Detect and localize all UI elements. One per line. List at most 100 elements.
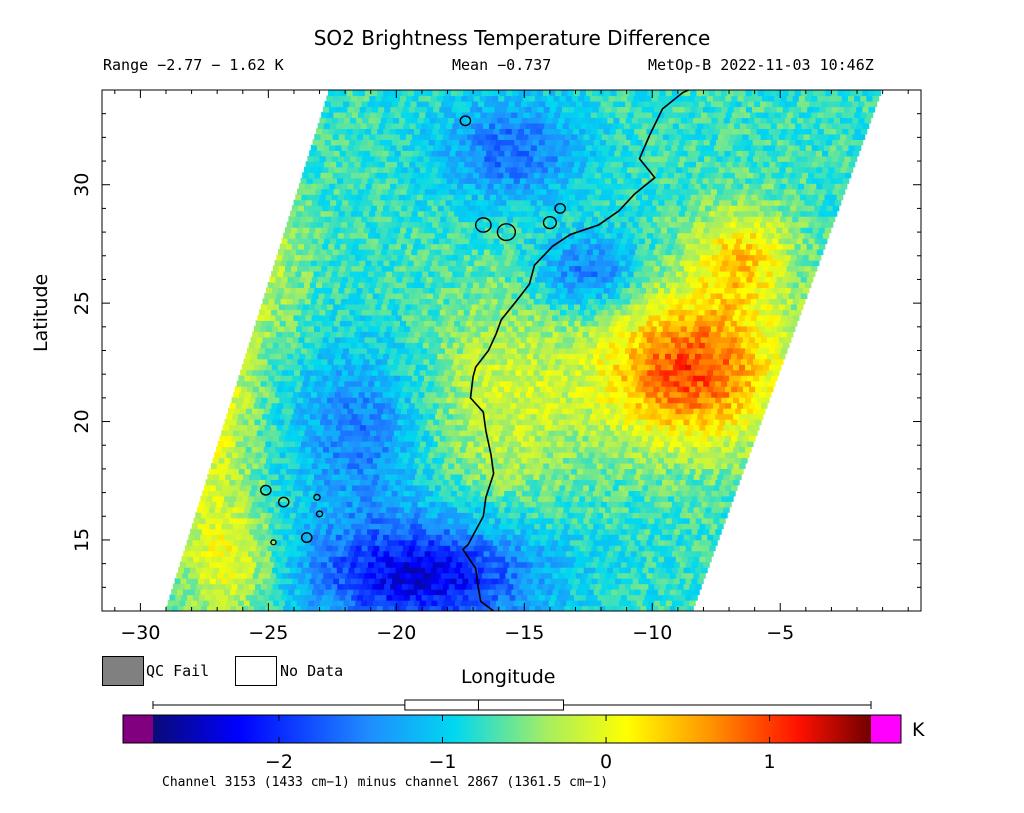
- heatmap-cell: [427, 364, 435, 371]
- heatmap-cell: [472, 495, 480, 502]
- heatmap-cell: [259, 495, 267, 502]
- heatmap-cell: [304, 391, 312, 398]
- heatmap-cell: [222, 539, 229, 546]
- heatmap-cell: [312, 424, 319, 431]
- heatmap-cell: [286, 484, 294, 491]
- heatmap-cell: [217, 572, 224, 579]
- heatmap-cell: [367, 347, 374, 354]
- heatmap-cell: [693, 490, 701, 497]
- heatmap-cell: [215, 578, 223, 585]
- heatmap-cell: [271, 325, 279, 332]
- heatmap-cell: [273, 490, 280, 497]
- heatmap-cell: [377, 550, 385, 557]
- heatmap-cell: [368, 435, 375, 442]
- heatmap-cell: [452, 397, 460, 404]
- heatmap-cell: [208, 490, 215, 497]
- heatmap-cell: [728, 358, 736, 365]
- heatmap-cell: [222, 501, 229, 508]
- heatmap-cell: [283, 364, 291, 371]
- heatmap-cell: [630, 501, 638, 508]
- heatmap-cell: [300, 440, 308, 448]
- heatmap-cell: [615, 408, 623, 415]
- heatmap-cell: [349, 457, 356, 464]
- heatmap-cell: [356, 397, 364, 404]
- heatmap-cell: [612, 534, 620, 541]
- heatmap-cell: [721, 512, 728, 519]
- heatmap-cell: [500, 397, 507, 404]
- heatmap-cell: [341, 408, 348, 415]
- heatmap-cell: [520, 408, 527, 415]
- heatmap-cell: [659, 353, 666, 360]
- heatmap-cell: [561, 391, 569, 398]
- heatmap-cell: [630, 468, 637, 475]
- heatmap-cell: [322, 336, 330, 343]
- heatmap-cell: [573, 375, 581, 382]
- heatmap-cell: [202, 545, 210, 552]
- heatmap-cell: [555, 479, 562, 486]
- heatmap-cell: [733, 364, 740, 371]
- heatmap-cell: [511, 380, 519, 387]
- heatmap-cell: [451, 364, 459, 371]
- heatmap-cell: [632, 479, 639, 486]
- heatmap-cell: [707, 402, 714, 409]
- heatmap-cell: [390, 402, 398, 409]
- heatmap-cell: [530, 534, 537, 541]
- heatmap-cell: [374, 342, 382, 349]
- heatmap-cell: [233, 539, 241, 546]
- heatmap-cell: [587, 353, 594, 360]
- heatmap-cell: [360, 567, 367, 574]
- heatmap-cell: [353, 408, 360, 415]
- heatmap-cell: [347, 353, 354, 360]
- heatmap-cell: [278, 303, 286, 310]
- heatmap-cell: [548, 325, 556, 332]
- heatmap-cell: [302, 435, 310, 442]
- heatmap-cell: [449, 528, 457, 535]
- heatmap-cell: [752, 342, 760, 349]
- heatmap-cell: [768, 347, 776, 354]
- heatmap-cell: [372, 440, 379, 448]
- heatmap-cell: [465, 446, 473, 453]
- heatmap-cell: [560, 309, 567, 316]
- heatmap-cell: [587, 386, 595, 393]
- heatmap-cell: [288, 589, 295, 596]
- heatmap-cell: [681, 556, 689, 563]
- heatmap-cell: [455, 369, 463, 376]
- heatmap-cell: [413, 440, 421, 448]
- heatmap-cell: [686, 325, 694, 332]
- heatmap-cell: [392, 325, 399, 332]
- heatmap-cell: [416, 397, 424, 404]
- heatmap-cell: [379, 561, 387, 568]
- heatmap-cell: [600, 435, 607, 442]
- heatmap-cell: [623, 419, 631, 426]
- heatmap-cell: [506, 342, 514, 349]
- range-text: Range −2.77 − 1.62 K: [103, 56, 284, 74]
- heatmap-cell: [633, 408, 641, 415]
- heatmap-cell: [626, 446, 633, 453]
- heatmap-cell: [642, 534, 649, 541]
- heatmap-cell: [256, 413, 263, 420]
- heatmap-cell: [470, 468, 477, 475]
- heatmap-cell: [387, 468, 394, 475]
- heatmap-cell: [388, 375, 395, 382]
- heatmap-cell: [628, 523, 636, 530]
- heatmap-cell: [602, 479, 610, 486]
- heatmap-cell: [246, 424, 254, 431]
- heatmap-cell: [630, 567, 638, 574]
- heatmap-cell: [609, 375, 616, 382]
- heatmap-cell: [621, 408, 629, 415]
- heatmap-cell: [260, 583, 268, 590]
- heatmap-cell: [298, 430, 306, 437]
- heatmap-cell: [597, 358, 604, 365]
- heatmap-cell: [485, 578, 493, 585]
- heatmap-cell: [593, 386, 601, 393]
- heatmap-cell: [568, 320, 575, 327]
- heatmap-cell: [613, 567, 620, 574]
- heatmap-cell: [184, 583, 192, 590]
- heatmap-cell: [380, 578, 387, 585]
- heatmap-cell: [585, 512, 592, 519]
- heatmap-cell: [619, 583, 626, 590]
- heatmap-cell: [648, 331, 656, 338]
- heatmap-cell: [570, 419, 577, 426]
- heatmap-cell: [329, 534, 337, 541]
- heatmap-cell: [580, 336, 588, 343]
